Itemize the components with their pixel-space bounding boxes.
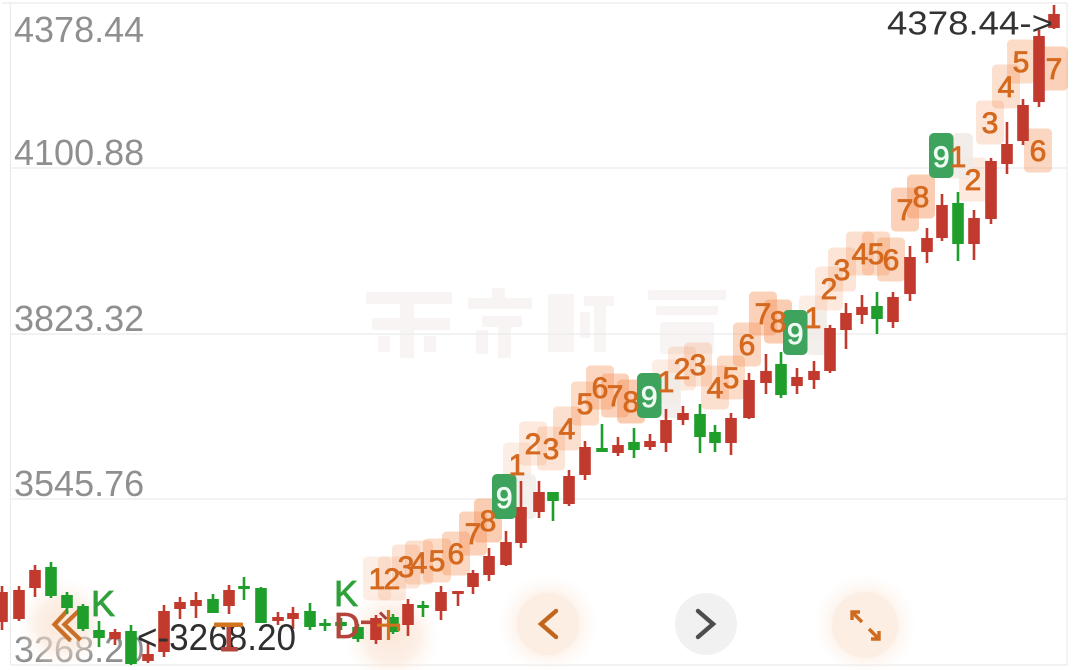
svg-text:3: 3 — [543, 433, 560, 466]
svg-text:5: 5 — [429, 545, 446, 578]
svg-text:9: 9 — [787, 318, 804, 351]
svg-text:2: 2 — [525, 428, 542, 461]
svg-text:3545.76: 3545.76 — [14, 463, 144, 504]
svg-text:9: 9 — [641, 381, 658, 414]
svg-text:5: 5 — [577, 388, 594, 421]
svg-text:4: 4 — [707, 372, 724, 405]
svg-text:5: 5 — [1013, 46, 1030, 79]
svg-text:4: 4 — [852, 238, 869, 271]
svg-text:1: 1 — [950, 141, 967, 174]
svg-text:3: 3 — [834, 254, 851, 287]
svg-text:8: 8 — [480, 505, 497, 538]
svg-text:6: 6 — [883, 244, 900, 277]
svg-text:3823.32: 3823.32 — [14, 298, 144, 339]
svg-text:1: 1 — [509, 449, 526, 482]
svg-text:6: 6 — [1030, 135, 1047, 168]
svg-text:4378.44->: 4378.44-> — [887, 5, 1053, 42]
svg-text:6: 6 — [448, 538, 465, 571]
svg-text:2: 2 — [821, 273, 838, 306]
svg-text:8: 8 — [770, 306, 787, 339]
svg-text:2: 2 — [965, 164, 982, 197]
svg-text:4: 4 — [998, 71, 1015, 104]
svg-text:3: 3 — [398, 551, 415, 584]
svg-text:7: 7 — [755, 298, 772, 331]
svg-text:4378.44: 4378.44 — [14, 9, 144, 50]
svg-text:3: 3 — [690, 349, 707, 382]
svg-text:4100.88: 4100.88 — [14, 132, 144, 173]
svg-text:K: K — [334, 573, 358, 614]
svg-text:3: 3 — [982, 107, 999, 140]
svg-text:1: 1 — [369, 563, 386, 596]
svg-text:K: K — [91, 583, 115, 624]
svg-text:6: 6 — [739, 329, 756, 362]
svg-text:6: 6 — [592, 372, 609, 405]
svg-text:7: 7 — [465, 518, 482, 551]
svg-text:7: 7 — [897, 194, 914, 227]
svg-text:5: 5 — [868, 238, 885, 271]
svg-text:2: 2 — [674, 353, 691, 386]
svg-text:4: 4 — [411, 547, 428, 580]
svg-text:1: 1 — [658, 366, 675, 399]
svg-text:1: 1 — [805, 302, 822, 335]
svg-text:7: 7 — [607, 380, 624, 413]
svg-text:8: 8 — [623, 386, 640, 419]
svg-text:9: 9 — [496, 482, 513, 515]
svg-text:4: 4 — [559, 413, 576, 446]
svg-text:5: 5 — [723, 362, 740, 395]
svg-text:8: 8 — [913, 181, 930, 214]
svg-text:9: 9 — [933, 141, 950, 174]
svg-text:D: D — [334, 605, 360, 646]
svg-text:2: 2 — [384, 563, 401, 596]
svg-text:7: 7 — [1046, 53, 1063, 86]
